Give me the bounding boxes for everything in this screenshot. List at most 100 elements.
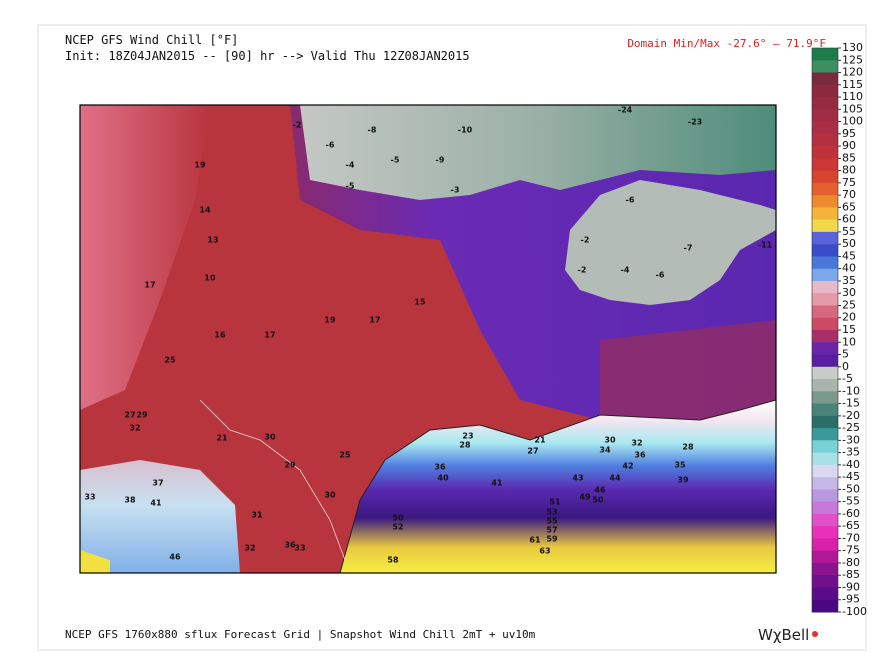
colorbar-label: -60 (842, 507, 860, 520)
colorbar-label: 110 (842, 90, 863, 103)
colorbar-label: -30 (842, 433, 860, 446)
colorbar-segment (812, 452, 838, 466)
colorbar-segment (812, 170, 838, 184)
map-value: 34 (599, 446, 611, 455)
colorbar-label: 45 (842, 249, 856, 262)
map-value: 27 (527, 447, 538, 456)
map-value: 31 (251, 511, 263, 520)
map-value: 43 (572, 474, 583, 483)
map-value: 39 (677, 476, 689, 485)
colorbar-label: -35 (842, 446, 860, 459)
map-value: 29 (284, 461, 296, 470)
map (79, 104, 777, 574)
colorbar-segment (812, 403, 838, 417)
logo-dot (812, 631, 818, 637)
colorbar-segment (812, 501, 838, 515)
map-value: -9 (436, 156, 445, 165)
colorbar-label: 125 (842, 53, 863, 66)
map-value: 28 (459, 441, 471, 450)
colorbar-segment (812, 293, 838, 306)
colorbar-label: 90 (842, 139, 856, 152)
colorbar-segment (812, 280, 838, 294)
map-value: -7 (684, 244, 693, 253)
colorbar-segment (812, 354, 838, 368)
colorbar-label: -65 (842, 519, 860, 532)
colorbar-label: 80 (842, 164, 856, 177)
map-value: -2 (578, 266, 587, 275)
colorbar-segment (812, 244, 838, 257)
map-value: 33 (294, 544, 305, 553)
colorbar-segment (812, 84, 838, 98)
map-value: 19 (194, 161, 206, 170)
map-value: -10 (458, 126, 473, 135)
colorbar-segment (812, 379, 838, 392)
map-value: 14 (199, 206, 211, 215)
map-value: 21 (534, 436, 546, 445)
colorbar-segment (812, 562, 838, 576)
colorbar-segment (812, 599, 838, 613)
map-value: 46 (169, 553, 181, 562)
map-value: -5 (391, 156, 400, 165)
map-value: 41 (491, 479, 503, 488)
colorbar-label: 50 (842, 237, 856, 250)
colorbar-label: 95 (842, 127, 856, 140)
map-value: 36 (284, 541, 296, 550)
map-value: 44 (609, 474, 621, 483)
domain-minmax: Domain Min/Max -27.6° – 71.9°F (627, 37, 826, 50)
map-value: 63 (539, 547, 550, 556)
map-value: 23 (462, 432, 473, 441)
colorbar-segment (812, 219, 838, 233)
colorbar-segment (812, 146, 838, 159)
map-value: -2 (293, 121, 302, 130)
colorbar-segment (812, 477, 838, 490)
colorbar-segment (812, 207, 838, 221)
colorbar-label: 40 (842, 262, 856, 275)
colorbar-segment (812, 587, 838, 601)
map-value: 27 (124, 411, 135, 420)
colorbar-label: 85 (842, 151, 856, 164)
colorbar-label: -80 (842, 556, 860, 569)
map-value: -23 (688, 118, 702, 127)
colorbar-segment (812, 60, 838, 74)
map-value: 33 (84, 493, 95, 502)
colorbar-label: -10 (842, 384, 860, 397)
map-value: 53 (546, 508, 557, 517)
colorbar-segment (812, 342, 838, 356)
colorbar-label: -90 (842, 580, 860, 593)
map-value: 35 (674, 461, 686, 470)
map-value: -6 (656, 271, 665, 280)
colorbar-label: -45 (842, 470, 860, 483)
colorbar-label: 5 (842, 348, 849, 361)
colorbar-label: 55 (842, 225, 856, 238)
colorbar-label: -85 (842, 568, 860, 581)
map-value: 58 (387, 556, 399, 565)
colorbar-label: -70 (842, 531, 860, 544)
colorbar-label: -50 (842, 482, 860, 495)
colorbar-label: -95 (842, 593, 860, 606)
map-value: 16 (214, 331, 226, 340)
colorbar-segment (812, 317, 838, 331)
map-value: 32 (129, 424, 140, 433)
map-value: -4 (621, 266, 630, 275)
map-value: 17 (369, 316, 380, 325)
logo: WχBell (758, 626, 809, 644)
map-value: 30 (264, 433, 276, 442)
colorbar-label: -75 (842, 544, 860, 557)
map-value: 42 (622, 462, 633, 471)
colorbar-segment (812, 550, 838, 564)
colorbar-segment (812, 231, 838, 245)
colorbar-segment (812, 330, 838, 343)
map-value: -4 (346, 161, 355, 170)
colorbar-segment (812, 268, 838, 282)
map-value: -24 (618, 106, 633, 115)
colorbar-segment (812, 72, 838, 86)
map-value: -11 (758, 241, 773, 250)
map-value: 51 (549, 498, 561, 507)
map-value: 40 (437, 474, 449, 483)
colorbar-segment (812, 48, 838, 61)
colorbar-label: -25 (842, 421, 860, 434)
map-value: 36 (634, 451, 646, 460)
map-value: 41 (150, 499, 162, 508)
outer-frame (37, 24, 867, 651)
colorbar-label: 105 (842, 102, 863, 115)
